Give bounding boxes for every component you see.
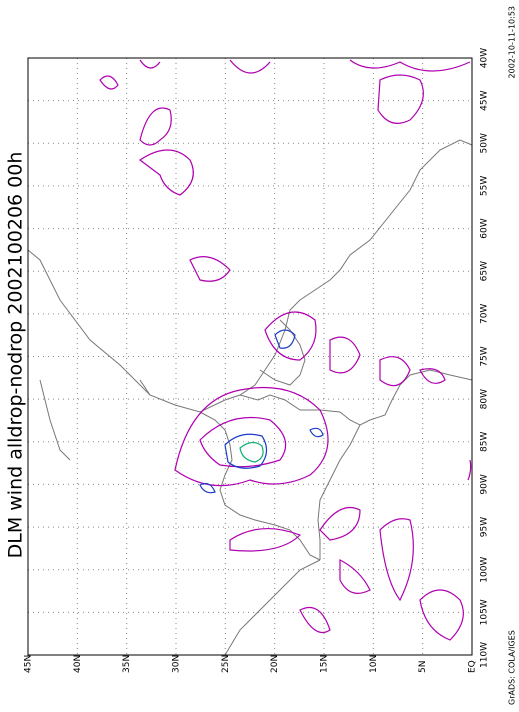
lon-label: 55W	[480, 176, 490, 196]
contour	[319, 506, 361, 541]
contour	[419, 368, 472, 481]
contour	[174, 386, 329, 487]
contours-inner	[199, 329, 324, 494]
coastline	[317, 424, 361, 560]
lon-label: 95W	[480, 517, 490, 537]
contour	[199, 427, 324, 494]
map-title: DLM wind alldrop-nodrop 2002100206 00h	[5, 152, 27, 559]
timestamp: 2002-10-11-10:53	[508, 6, 517, 78]
lon-label: 80W	[480, 389, 490, 409]
contour	[299, 606, 331, 634]
lat-label: 35N	[122, 655, 132, 673]
lat-label: 15N	[320, 655, 330, 673]
contour	[189, 256, 231, 282]
contour	[274, 329, 296, 349]
contour	[339, 559, 371, 594]
contour	[229, 527, 302, 552]
lat-label: EQ	[468, 660, 478, 673]
contour	[377, 74, 424, 124]
coastline	[199, 411, 321, 561]
credit: GrADS: COLA/IGES	[508, 630, 517, 705]
contour	[379, 518, 414, 602]
lon-label: 85W	[480, 432, 490, 452]
longitude-labels: 40W 45W 50W 55W 60W 65W 70W 75W 80W 85W 90W 95W 100W…	[480, 48, 490, 668]
coastline	[39, 379, 151, 461]
map-frame	[27, 57, 473, 656]
lon-label: 40W	[480, 48, 490, 68]
coastline	[224, 559, 321, 656]
lat-label: 25N	[221, 655, 231, 673]
contour	[199, 416, 287, 468]
contour	[138, 149, 194, 196]
grid	[28, 58, 472, 655]
lon-label: 50W	[480, 133, 490, 153]
contour	[99, 75, 119, 90]
lat-label: 10N	[369, 655, 379, 673]
lon-label: 110W	[480, 642, 490, 668]
lat-label: 40N	[73, 655, 83, 673]
lon-label: 65W	[480, 261, 490, 281]
lon-label: 70W	[480, 304, 490, 324]
contour	[139, 59, 471, 74]
contours	[99, 59, 472, 641]
lat-label: 20N	[270, 655, 280, 673]
lon-label: 100W	[480, 557, 490, 583]
lon-label: 105W	[480, 599, 490, 625]
lon-label: 60W	[480, 218, 490, 238]
lat-label: 45N	[24, 655, 34, 673]
lon-label: 90W	[480, 474, 490, 494]
lon-label: 45W	[480, 90, 490, 110]
contour	[139, 107, 172, 146]
contour	[264, 311, 317, 361]
contour	[239, 441, 264, 463]
lat-label: 30N	[172, 655, 182, 673]
latitude-labels: 45N 40N 35N 30N 25N 20N 15N 10N 5N EQ	[24, 655, 478, 673]
contour	[419, 589, 464, 641]
contour	[224, 433, 268, 469]
lat-label: 5N	[418, 661, 428, 673]
lon-label: 75W	[480, 346, 490, 366]
contour	[329, 336, 411, 387]
